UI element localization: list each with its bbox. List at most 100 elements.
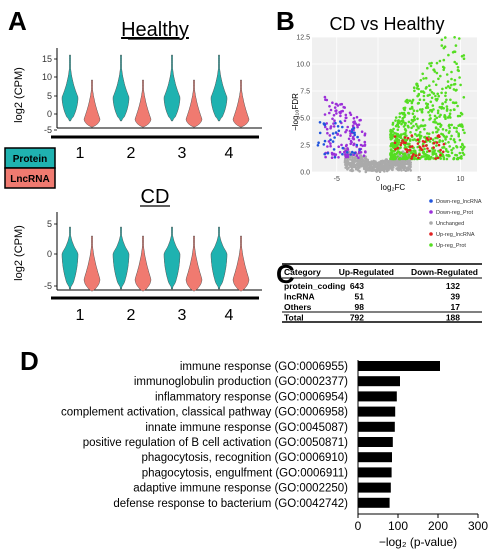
volcano-point-up-reg-prot xyxy=(416,125,419,128)
volcano-point-up-reg-prot xyxy=(399,151,403,154)
volcano-point-up-reg-lncrna xyxy=(418,145,422,149)
volcano-point-up-reg-prot xyxy=(434,94,437,98)
volcano-point-up-reg-prot xyxy=(400,122,403,126)
volcano-point-up-reg-prot xyxy=(431,138,435,141)
volcano-point-up-reg-prot xyxy=(410,126,413,130)
volcano-point-up-reg-prot xyxy=(450,134,453,138)
volcano-point-up-reg-prot xyxy=(429,64,433,68)
volcano-point-up-reg-prot xyxy=(450,83,453,87)
panel-a-label: A xyxy=(8,6,27,36)
volcano-point-up-reg-prot xyxy=(414,132,417,136)
violin-protein-group-1 xyxy=(61,226,79,290)
volcano-point-up-reg-prot xyxy=(412,109,416,112)
volcano-point-up-reg-prot xyxy=(414,122,418,126)
volcano-point-up-reg-prot xyxy=(463,145,466,149)
volcano-point-up-reg-lncrna xyxy=(436,156,440,160)
volcano-point-down-reg-prot xyxy=(328,134,332,137)
volcano-point-unchanged xyxy=(374,165,377,169)
volcano-point-down-reg-prot xyxy=(358,151,361,155)
volcano-point-up-reg-lncrna xyxy=(410,145,414,148)
volcano-point-up-reg-prot xyxy=(440,132,443,136)
volcano-point-unchanged xyxy=(366,160,370,163)
volcano-point-up-reg-prot xyxy=(415,83,418,86)
volcano-point-unchanged xyxy=(388,161,392,165)
volcano-point-down-reg-prot xyxy=(325,122,329,125)
volcano-point-up-reg-prot xyxy=(416,145,420,149)
volcano-point-up-reg-prot xyxy=(451,101,455,104)
volcano-point-up-reg-prot xyxy=(449,137,453,141)
volcano-point-down-reg-prot xyxy=(335,112,338,115)
volcano-point-up-reg-prot xyxy=(431,150,435,154)
volcano-point-down-reg-prot xyxy=(346,125,350,129)
volcano-point-unchanged xyxy=(391,163,394,167)
volcano-point-up-reg-prot xyxy=(419,79,423,82)
group-label-3: 3 xyxy=(178,145,187,162)
volcano-point-up-reg-prot xyxy=(463,131,466,135)
volcano-point-down-reg-prot xyxy=(326,145,329,148)
volcano-point-up-reg-prot xyxy=(415,128,418,132)
table-cell-r0-c0: protein_coding xyxy=(284,281,345,291)
healthy-ytick--5: -5 xyxy=(44,125,52,135)
volcano-point-up-reg-prot xyxy=(407,153,411,157)
volcano-point-down-reg-prot xyxy=(346,155,350,159)
volcano-point-up-reg-prot xyxy=(443,45,447,48)
volcano-point-up-reg-lncrna xyxy=(421,140,425,143)
volcano-point-down-reg-prot xyxy=(364,150,367,153)
volcano-xtick-0: 0 xyxy=(376,176,380,183)
violin-lncrna-group-1 xyxy=(83,79,101,128)
volcano-point-up-reg-prot xyxy=(432,80,435,83)
volcano-ytick-12.5: 12.5 xyxy=(296,35,310,42)
volcano-point-down-reg-prot xyxy=(344,116,348,120)
volcano-point-unchanged xyxy=(358,166,361,169)
volcano-point-up-reg-prot xyxy=(428,62,431,65)
volcano-point-up-reg-prot xyxy=(428,84,431,87)
volcano-point-unchanged xyxy=(362,167,366,170)
volcano-point-up-reg-prot xyxy=(426,66,429,70)
volcano-point-down-reg-prot xyxy=(346,147,349,150)
volcano-point-down-reg-lncrna xyxy=(356,135,359,139)
volcano-point-up-reg-prot xyxy=(429,88,432,92)
volcano-point-up-reg-prot xyxy=(430,96,434,100)
volcano-point-up-reg-prot xyxy=(434,98,438,101)
volcano-point-unchanged xyxy=(359,154,363,157)
volcano-point-up-reg-prot xyxy=(415,134,419,137)
volcano-point-unchanged xyxy=(343,160,347,164)
volcano-point-unchanged xyxy=(389,165,393,169)
volcano-legend: Down-reg_lncRNA Down-reg_Prot Unchanged Up-… xyxy=(429,199,482,249)
volcano-legend-dot-1 xyxy=(429,210,433,214)
volcano-point-up-reg-prot xyxy=(421,72,425,76)
volcano-point-up-reg-prot xyxy=(445,154,449,157)
volcano-point-up-reg-prot xyxy=(441,154,445,158)
volcano-point-up-reg-prot xyxy=(430,91,434,94)
volcano-point-up-reg-prot xyxy=(415,87,419,90)
volcano-point-unchanged xyxy=(369,162,373,165)
volcano-point-up-reg-prot xyxy=(450,123,454,127)
volcano-point-up-reg-prot xyxy=(430,61,433,65)
volcano-point-up-reg-lncrna xyxy=(403,136,407,139)
volcano-point-unchanged xyxy=(391,168,394,172)
volcano-point-up-reg-prot xyxy=(447,85,450,88)
volcano-point-down-reg-lncrna xyxy=(353,133,357,137)
volcano-point-up-reg-prot xyxy=(436,109,440,112)
volcano-point-down-reg-prot xyxy=(343,119,347,123)
volcano-point-up-reg-prot xyxy=(448,145,452,148)
volcano-point-up-reg-prot xyxy=(459,83,462,87)
volcano-point-down-reg-prot xyxy=(338,150,342,154)
healthy-ytick-0: 0 xyxy=(47,109,52,119)
volcano-point-up-reg-prot xyxy=(397,125,400,129)
go-bar-8 xyxy=(358,482,391,493)
volcano-point-down-reg-prot xyxy=(329,144,332,148)
volcano-point-up-reg-prot xyxy=(450,70,453,74)
volcano-point-down-reg-prot xyxy=(329,108,333,112)
volcano-point-up-reg-prot xyxy=(462,96,466,99)
volcano-point-up-reg-prot xyxy=(448,126,452,130)
volcano-xtick-5: 5 xyxy=(417,176,421,183)
volcano-point-up-reg-prot xyxy=(411,98,415,102)
volcano-point-up-reg-lncrna xyxy=(426,147,429,150)
volcano-point-up-reg-prot xyxy=(461,125,464,129)
volcano-point-up-reg-prot xyxy=(406,101,409,104)
volcano-point-unchanged xyxy=(402,165,405,168)
violin-lncrna-group-4 xyxy=(232,79,250,128)
volcano-point-up-reg-prot xyxy=(435,130,438,134)
